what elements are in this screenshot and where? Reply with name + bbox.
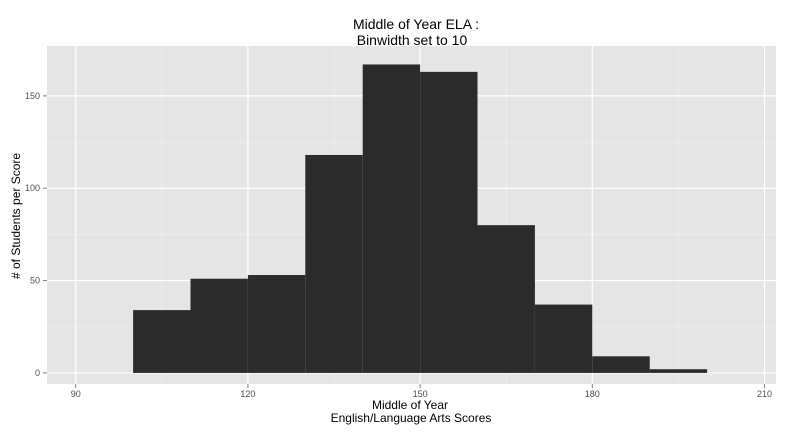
x-tick-label: 210 — [757, 389, 772, 399]
y-axis-title: # of Students per Score — [9, 153, 23, 279]
x-axis-title: Middle of Year — [372, 398, 448, 412]
histogram-bar — [534, 304, 593, 373]
y-tick-label: 50 — [30, 276, 40, 286]
histogram-bar — [247, 275, 306, 373]
y-axis: 0 50 100 150 — [25, 91, 47, 378]
histogram-bar — [592, 356, 650, 373]
x-axis-subtitle: English/Language Arts Scores — [331, 411, 492, 425]
histogram-bar — [362, 64, 421, 373]
x-tick-label: 180 — [585, 389, 600, 399]
histogram-bars — [133, 64, 708, 373]
histogram-bar — [133, 310, 191, 373]
histogram-bar — [420, 71, 478, 373]
histogram-bar — [190, 278, 248, 373]
chart-title: Middle of Year ELA : — [353, 16, 479, 32]
histogram-bar — [477, 225, 535, 373]
histogram-bar — [305, 154, 363, 373]
x-axis: 90 120 150 180 210 — [71, 384, 772, 399]
chart-subtitle: Binwidth set to 10 — [357, 32, 468, 48]
y-tick-label: 100 — [25, 183, 40, 193]
x-tick-label: 120 — [240, 389, 255, 399]
y-tick-label: 0 — [35, 368, 40, 378]
y-tick-label: 150 — [25, 91, 40, 101]
histogram-bar — [649, 369, 708, 373]
x-tick-label: 90 — [71, 389, 81, 399]
x-tick-label: 150 — [413, 389, 428, 399]
